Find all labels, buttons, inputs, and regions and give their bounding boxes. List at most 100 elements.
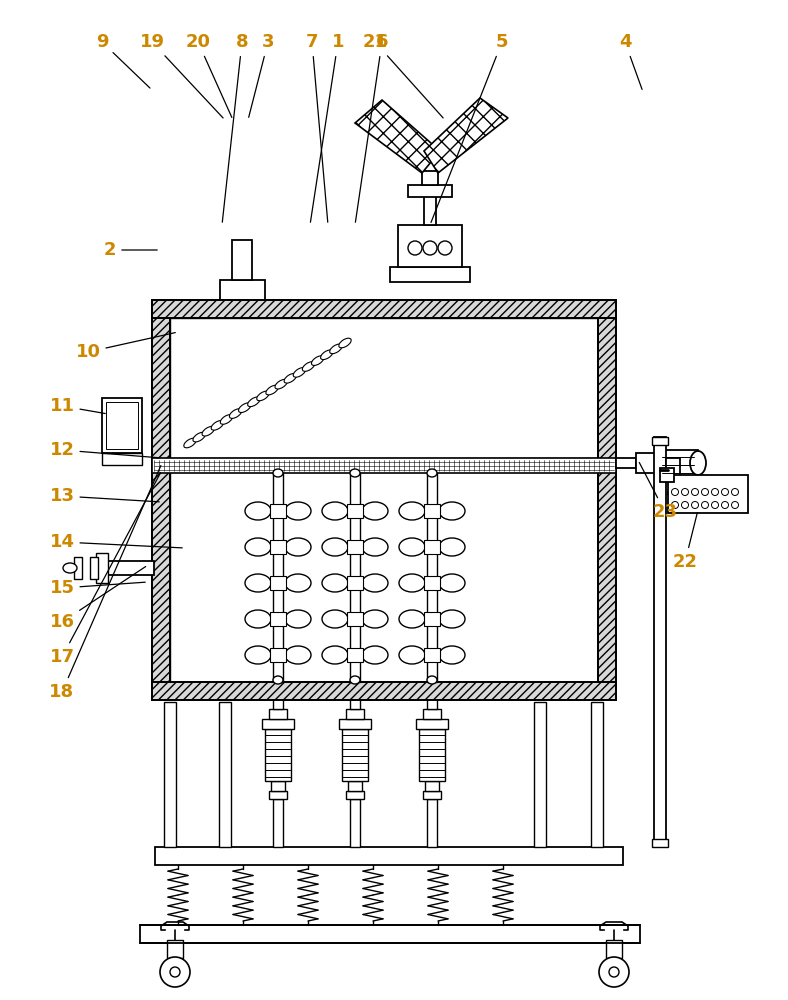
Bar <box>273 799 283 847</box>
Text: 10: 10 <box>76 333 175 361</box>
Bar <box>232 240 252 280</box>
Bar <box>423 709 441 719</box>
Ellipse shape <box>257 391 269 401</box>
Text: 19: 19 <box>139 33 223 118</box>
Ellipse shape <box>245 610 271 628</box>
Bar <box>424 504 440 518</box>
Text: 8: 8 <box>222 33 248 222</box>
Bar <box>270 648 286 662</box>
Bar <box>398 225 462 267</box>
Ellipse shape <box>311 356 324 365</box>
Ellipse shape <box>239 403 251 413</box>
Ellipse shape <box>439 502 465 520</box>
Bar <box>422 171 438 185</box>
Circle shape <box>692 488 698 495</box>
Bar <box>668 469 672 481</box>
Bar <box>152 682 616 700</box>
Circle shape <box>712 502 719 508</box>
Ellipse shape <box>439 646 465 664</box>
Bar <box>102 561 154 575</box>
Circle shape <box>671 502 678 508</box>
Bar <box>152 318 170 682</box>
Bar <box>591 702 603 847</box>
Ellipse shape <box>350 676 360 684</box>
Ellipse shape <box>439 574 465 592</box>
Ellipse shape <box>285 502 311 520</box>
Bar <box>346 791 364 799</box>
Ellipse shape <box>273 469 283 477</box>
Ellipse shape <box>285 574 311 592</box>
Bar <box>416 719 448 729</box>
Bar <box>598 318 616 682</box>
Circle shape <box>731 488 738 495</box>
Bar <box>262 719 294 729</box>
Bar <box>270 540 286 554</box>
Bar <box>265 729 291 781</box>
Circle shape <box>701 488 708 495</box>
Ellipse shape <box>285 538 311 556</box>
Text: 20: 20 <box>185 33 232 117</box>
Text: 18: 18 <box>50 466 161 701</box>
Circle shape <box>609 967 619 977</box>
Bar <box>424 193 436 225</box>
Text: 1: 1 <box>310 33 344 222</box>
Bar <box>636 453 658 473</box>
Bar <box>140 925 640 943</box>
Bar <box>346 709 364 719</box>
Bar <box>347 504 363 518</box>
Ellipse shape <box>399 538 425 556</box>
Bar <box>273 694 283 709</box>
Circle shape <box>599 957 629 987</box>
Text: 17: 17 <box>50 472 161 666</box>
Bar <box>427 799 437 847</box>
Ellipse shape <box>399 610 425 628</box>
Bar <box>270 576 286 590</box>
Ellipse shape <box>211 421 224 430</box>
Ellipse shape <box>322 538 348 556</box>
Ellipse shape <box>202 426 214 436</box>
Bar <box>616 458 636 468</box>
Circle shape <box>692 502 698 508</box>
Ellipse shape <box>245 538 271 556</box>
Bar <box>269 709 287 719</box>
Ellipse shape <box>245 502 271 520</box>
Bar <box>419 729 445 781</box>
Ellipse shape <box>439 538 465 556</box>
Text: 13: 13 <box>50 487 159 505</box>
Bar <box>668 475 748 513</box>
Ellipse shape <box>350 469 360 477</box>
Bar <box>102 398 142 453</box>
Bar <box>350 799 360 847</box>
Ellipse shape <box>285 610 311 628</box>
Text: 16: 16 <box>50 567 146 631</box>
Bar <box>155 847 623 865</box>
Bar <box>152 458 616 473</box>
Ellipse shape <box>362 502 388 520</box>
Ellipse shape <box>321 350 333 360</box>
Bar <box>534 702 546 847</box>
Circle shape <box>731 502 738 508</box>
Bar <box>654 437 666 847</box>
Bar <box>347 540 363 554</box>
Text: 11: 11 <box>50 397 106 415</box>
Circle shape <box>722 502 728 508</box>
Circle shape <box>408 241 422 255</box>
Text: 21: 21 <box>362 33 443 118</box>
Text: 4: 4 <box>619 33 642 89</box>
Ellipse shape <box>193 432 206 442</box>
Ellipse shape <box>322 610 348 628</box>
Bar <box>90 557 98 579</box>
Ellipse shape <box>229 409 242 418</box>
Text: 12: 12 <box>50 441 159 459</box>
Text: 9: 9 <box>96 33 150 88</box>
Circle shape <box>423 241 437 255</box>
Bar <box>219 702 231 847</box>
Ellipse shape <box>362 646 388 664</box>
Ellipse shape <box>273 676 283 684</box>
Circle shape <box>712 488 719 495</box>
Text: 14: 14 <box>50 533 182 551</box>
Bar <box>102 453 142 465</box>
Ellipse shape <box>399 574 425 592</box>
Bar <box>424 540 440 554</box>
Bar <box>170 318 598 458</box>
